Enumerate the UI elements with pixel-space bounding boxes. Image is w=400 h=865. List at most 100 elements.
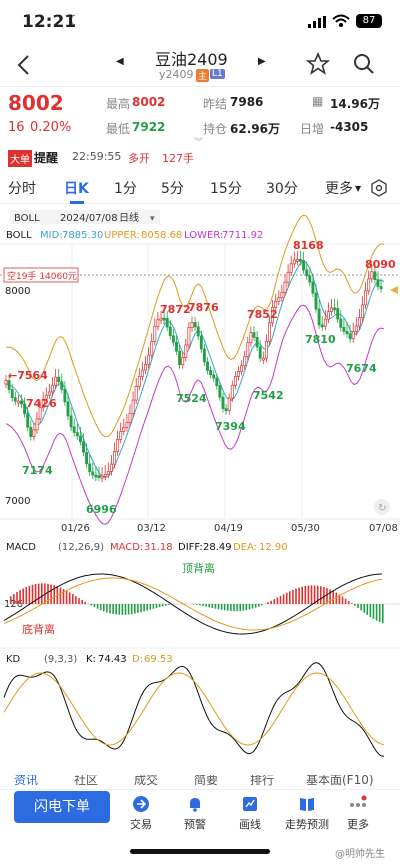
news-tab-community[interactable]: 社区 — [74, 775, 99, 787]
macd-bar — [109, 604, 111, 614]
macd-bar — [152, 604, 155, 609]
candle-body — [88, 463, 92, 473]
candle-body — [51, 384, 54, 393]
chart-reset-icon[interactable] — [374, 499, 390, 515]
star-icon[interactable] — [306, 52, 330, 76]
news-tab-info[interactable]: 资讯 — [14, 775, 39, 787]
search-icon[interactable] — [352, 52, 376, 76]
dea-value: 12.90 — [259, 542, 288, 553]
moon-icon: ☾ — [68, 13, 81, 29]
indicator-name[interactable]: BOLL — [14, 213, 40, 224]
diff-label: DIFF: — [178, 542, 203, 553]
candle-body — [23, 403, 27, 414]
nav-more[interactable]: 更多 — [336, 795, 380, 832]
macd-bar — [338, 594, 341, 604]
candle-body — [78, 435, 82, 443]
news-tab-fundamentals[interactable]: 基本面(F10) — [306, 775, 374, 787]
back-icon[interactable] — [16, 54, 32, 76]
position-tag[interactable]: 空19手 14060元 — [7, 270, 77, 282]
candle-body — [116, 439, 120, 452]
nav-draw[interactable]: 画线 — [228, 795, 272, 832]
d-line — [3, 672, 385, 746]
annotation-7426: 7426 — [26, 397, 57, 410]
tab-timeshare[interactable]: 分时 — [8, 181, 36, 197]
macd-label[interactable]: MACD — [6, 542, 36, 553]
diff-value: 28.49 — [203, 542, 232, 553]
macd-bar — [81, 599, 83, 604]
macd-bar — [37, 583, 40, 604]
macd-bar — [53, 585, 55, 604]
open-interest-value: 62.96万 — [230, 122, 280, 136]
candle-body — [44, 394, 48, 400]
tab-5min[interactable]: 5分 — [161, 181, 184, 197]
candle-body — [187, 327, 191, 346]
prev-contract-icon[interactable]: ◀ — [116, 56, 124, 67]
kd-label[interactable]: KD — [6, 654, 21, 665]
news-tab-ranking[interactable]: 排行 — [250, 775, 275, 787]
macd-bar — [329, 589, 331, 604]
macd-bar — [165, 604, 167, 606]
macd-bar — [161, 604, 164, 607]
alert-time: 22:59:55 — [72, 150, 122, 163]
nav-alert-label: 预警 — [184, 818, 206, 831]
macd-bar — [127, 604, 130, 615]
macd-bar — [47, 583, 49, 604]
open-interest-label: 持仓 — [203, 122, 228, 136]
nav-alert[interactable]: 预警 — [173, 795, 217, 832]
candle-body — [199, 335, 203, 350]
macd-bar — [223, 604, 226, 611]
settings-hex-icon[interactable] — [370, 179, 388, 197]
chart-header-dropdown-icon[interactable]: ▾ — [150, 214, 155, 224]
tab-daily-k[interactable]: 日K — [64, 181, 89, 197]
x-label-0312: 03/12 — [137, 523, 166, 534]
k-label: K: — [86, 654, 96, 665]
status-bar: 12:21 ☾ 87 — [0, 0, 400, 42]
kd-lines — [3, 662, 385, 757]
tab-15min[interactable]: 15分 — [210, 181, 242, 197]
candle-body — [292, 259, 296, 265]
candle-body — [336, 308, 340, 320]
candle-body — [128, 413, 132, 423]
macd-bar — [378, 604, 381, 623]
candle-body — [261, 357, 265, 361]
macd-bar — [279, 595, 282, 604]
flash-order-button[interactable]: 闪电下单 — [14, 791, 110, 823]
candle-body — [342, 327, 346, 332]
macd-bar — [41, 583, 43, 604]
macd-bar — [130, 604, 133, 615]
candle-body — [26, 413, 30, 428]
next-contract-icon[interactable]: ▶ — [258, 56, 266, 67]
candle-body — [243, 356, 247, 367]
candle-body — [69, 415, 73, 428]
nav-forecast[interactable]: 走势预测 — [281, 795, 333, 832]
tab-more[interactable]: 更多 — [325, 181, 353, 197]
news-tab-summary[interactable]: 简要 — [194, 775, 219, 787]
candle-body — [264, 341, 268, 359]
diff-line — [3, 573, 383, 635]
tab-30min[interactable]: 30分 — [266, 181, 298, 197]
kline-chart[interactable]: BOLL 2024/07/08 日线 ▾ BOLL MID: 7885.30 U… — [0, 204, 400, 774]
battery-level: 87 — [362, 15, 376, 26]
more-dropdown-icon[interactable]: ▼ — [355, 184, 362, 193]
nav-trade[interactable]: 交易 — [119, 795, 163, 832]
annotation-7876: 7876 — [188, 301, 219, 314]
macd-bar — [13, 594, 15, 604]
boll-mid-line — [5, 261, 385, 479]
expand-chevron-icon[interactable]: ︾ — [194, 138, 204, 148]
alert-label: 提醒 — [34, 151, 59, 165]
candle-body — [320, 324, 324, 328]
macd-bar — [10, 596, 12, 604]
news-tab-trades[interactable]: 成交 — [134, 775, 159, 787]
macd-bar — [267, 602, 269, 604]
candle-body — [41, 398, 45, 409]
candle-body — [150, 341, 154, 356]
candle-body — [82, 441, 85, 453]
kd-params: (9,3,3) — [44, 654, 77, 665]
candle-body — [162, 317, 166, 321]
tab-1min[interactable]: 1分 — [114, 181, 137, 197]
x-label-0708: 07/08 — [369, 523, 398, 534]
macd-bar — [332, 590, 334, 604]
alert-tag: 大单 — [8, 150, 32, 167]
macd-bar — [65, 590, 68, 604]
order-alert[interactable]: 大单 提醒 22:59:55 多开 127手 — [0, 146, 400, 170]
